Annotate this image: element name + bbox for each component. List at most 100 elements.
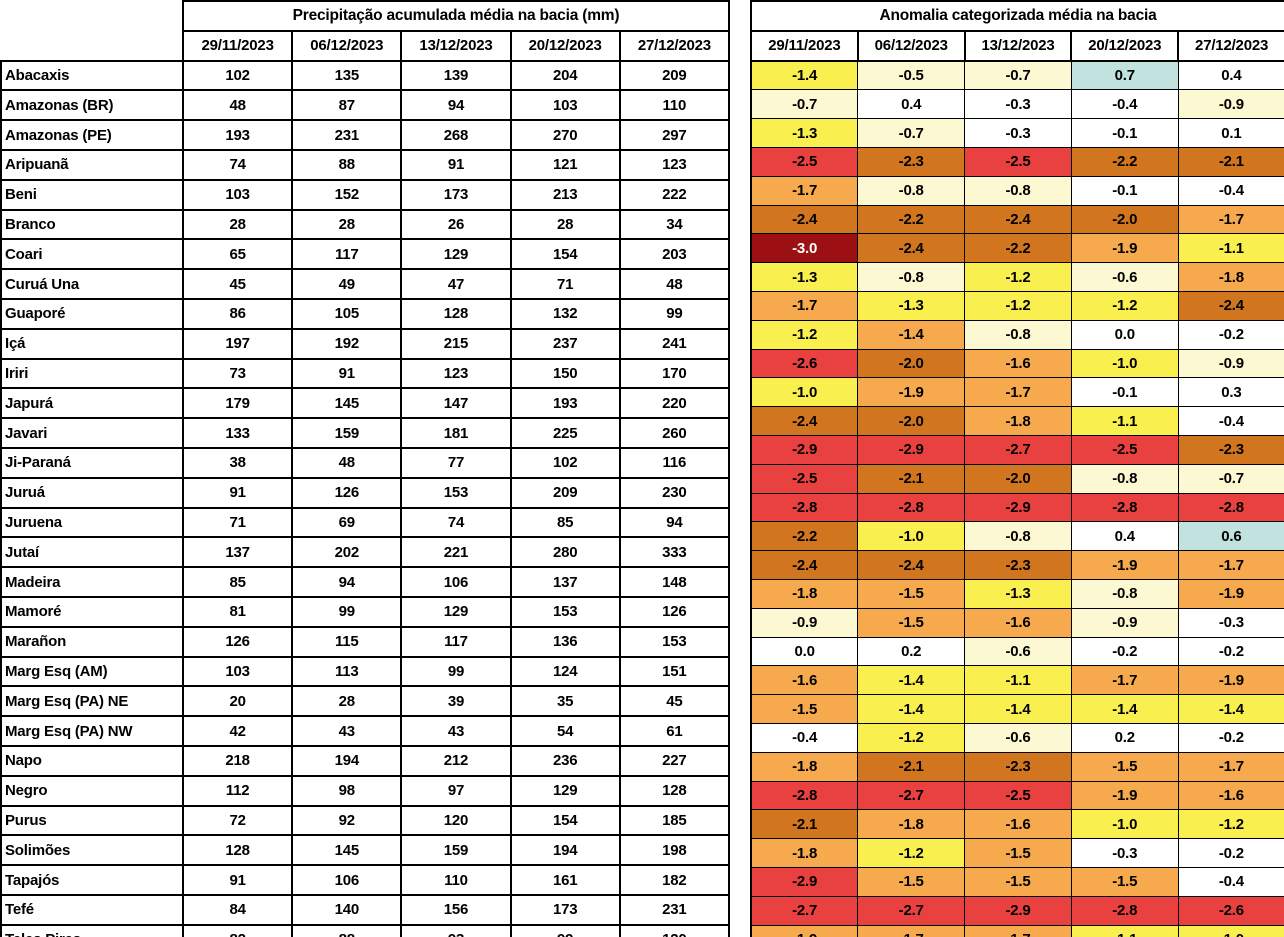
anomaly-value-cell: -1.3 — [857, 290, 966, 321]
precip-value-cell: 132 — [509, 297, 621, 330]
precip-value-cell: 34 — [618, 208, 730, 241]
anomaly-row: -0.9 -1.5 -1.6 -0.9 -0.3 — [750, 607, 1284, 638]
precip-date-header: 29/11/2023 — [181, 29, 294, 62]
basin-label: Javari — [0, 417, 184, 449]
anomaly-value-cell: -2.2 — [857, 204, 966, 235]
anomaly-row: -1.9-1.7-1.7-1.1-1.0 — [750, 924, 1284, 937]
anomaly-value-cell: -2.5 — [1070, 434, 1179, 465]
anomaly-value-cell: -1.6 — [964, 809, 1072, 840]
basin-label: Içá — [0, 327, 184, 360]
precip-value-cell: 39 — [400, 685, 512, 718]
anomaly-value-cell: -2.4 — [750, 204, 859, 235]
precip-table-title: Precipitação acumulada média na bacia (m… — [182, 0, 730, 32]
anomaly-row: -1.6 -1.4 -1.1 -1.7 -1.9 — [750, 665, 1284, 696]
precip-value-cell: 170 — [618, 357, 730, 390]
precip-value-cell: 231 — [291, 119, 403, 151]
basin-label: Marg Esq (PA) NE — [0, 685, 184, 718]
anomaly-row: -2.4 -2.4 -2.3 -1.9 -1.7 — [750, 550, 1284, 580]
anomaly-date-header: 06/12/2023 — [856, 29, 966, 62]
anomaly-value-cell: -2.5 — [964, 146, 1072, 177]
anomaly-row: -2.6 -2.0 -1.6 -1.0 -0.9 — [750, 348, 1284, 379]
anomaly-value-cell: -2.9 — [964, 895, 1072, 926]
precip-value-cell: 105 — [291, 297, 403, 330]
anomaly-row: -1.8 -1.2 -1.5 -0.3 -0.2 — [750, 838, 1284, 868]
basin-label: Purus — [0, 804, 184, 837]
anomaly-value-cell: -0.9 — [1070, 607, 1179, 638]
precip-value-cell: 260 — [618, 417, 730, 449]
precip-row: Ji-Paraná 38 48 77 102 116 — [0, 446, 730, 479]
anomaly-value-cell: -2.4 — [750, 550, 859, 580]
basin-label: Beni — [0, 178, 184, 211]
anomaly-value-cell: -2.8 — [857, 492, 966, 523]
precip-row: Tefé 84 140 156 173 231 — [0, 893, 730, 926]
anomaly-row: -1.0 -1.9 -1.7 -0.1 0.3 — [750, 377, 1284, 408]
anomaly-value-cell: -1.0 — [857, 521, 966, 552]
precip-value-cell: 270 — [509, 119, 621, 151]
precip-value-cell: 102 — [509, 446, 621, 479]
anomaly-value-cell: -2.8 — [750, 780, 859, 811]
anomaly-value-cell: -0.8 — [964, 319, 1072, 350]
basin-label: Mamoré — [0, 595, 184, 628]
anomaly-value-cell: -0.8 — [1070, 578, 1179, 609]
precip-value-cell: 38 — [181, 446, 294, 479]
precip-value-cell: 69 — [291, 506, 403, 539]
precip-value-cell: 48 — [291, 446, 403, 479]
precip-date-header: 20/12/2023 — [509, 29, 621, 62]
basin-label: Amazonas (BR) — [0, 89, 184, 122]
precip-value-cell: 28 — [181, 208, 294, 241]
anomaly-row: -2.7 -2.7 -2.9 -2.8 -2.6 — [750, 895, 1284, 926]
anomaly-value-cell: -0.8 — [857, 175, 966, 206]
precip-value-cell: 91 — [181, 476, 294, 509]
anomaly-value-cell: -1.6 — [964, 348, 1072, 379]
anomaly-value-cell: -1.8 — [750, 838, 859, 868]
anomaly-value-cell: -2.8 — [1070, 895, 1179, 926]
anomaly-value-cell: -1.1 — [1070, 924, 1179, 937]
precip-value-cell: 94 — [400, 89, 512, 122]
anomaly-date-header: 27/12/2023 — [1177, 29, 1284, 62]
precip-value-cell: 193 — [181, 119, 294, 151]
precip-row: Marg Esq (AM) 103 113 99 124 151 — [0, 655, 730, 688]
anomaly-value-cell: 0.4 — [857, 89, 966, 120]
precip-value-cell: 93 — [400, 923, 512, 937]
basin-label: Tapajós — [0, 864, 184, 896]
precip-row: Negro 112 98 97 129 128 — [0, 774, 730, 807]
anomaly-value-cell: -2.0 — [857, 348, 966, 379]
precip-value-cell: 145 — [291, 834, 403, 867]
anomaly-value-cell: -1.9 — [1070, 550, 1179, 580]
precip-value-cell: 45 — [181, 268, 294, 300]
anomaly-value-cell: -0.2 — [1177, 722, 1284, 753]
anomaly-value-cell: -2.6 — [750, 348, 859, 379]
anomaly-value-cell: -2.2 — [1070, 146, 1179, 177]
anomaly-value-cell: -2.8 — [1177, 492, 1284, 523]
precip-row: Içá 197 192 215 237 241 — [0, 327, 730, 360]
anomaly-row: -2.5 -2.1 -2.0 -0.8 -0.7 — [750, 463, 1284, 494]
anomaly-value-cell: -1.1 — [1070, 406, 1179, 436]
anomaly-table-body: Anomalia categorizada média na bacia 29/1… — [750, 0, 1284, 937]
anomaly-value-cell: -1.7 — [964, 377, 1072, 408]
anomaly-value-cell: -1.9 — [1177, 578, 1284, 609]
precip-value-cell: 215 — [400, 327, 512, 360]
anomaly-row: -1.8 -2.1 -2.3 -1.5 -1.7 — [750, 751, 1284, 782]
precip-row: Madeira 85 94 106 137 148 — [0, 566, 730, 598]
anomaly-value-cell: -0.3 — [1177, 607, 1284, 638]
anomaly-value-cell: -1.7 — [1070, 665, 1179, 696]
basin-label: Napo — [0, 744, 184, 777]
precip-value-cell: 333 — [618, 536, 730, 569]
precip-row: Branco 28 28 26 28 34 — [0, 208, 730, 241]
anomaly-value-cell: -1.7 — [1177, 550, 1284, 580]
anomaly-value-cell: 0.4 — [1177, 60, 1284, 91]
precip-row: Juruena 71 69 74 85 94 — [0, 506, 730, 539]
precip-value-cell: 218 — [181, 744, 294, 777]
precip-value-cell: 73 — [181, 357, 294, 390]
precip-value-cell: 106 — [400, 566, 512, 598]
precip-value-cell: 153 — [400, 476, 512, 509]
anomaly-value-cell: -1.5 — [857, 607, 966, 638]
anomaly-value-cell: -0.6 — [964, 722, 1072, 753]
anomaly-value-cell: -2.8 — [1070, 492, 1179, 523]
anomaly-value-cell: -1.9 — [1070, 780, 1179, 811]
anomaly-value-cell: -0.4 — [1177, 866, 1284, 897]
anomaly-value-cell: -0.8 — [964, 521, 1072, 552]
anomaly-value-cell: -2.4 — [750, 406, 859, 436]
precip-value-cell: 126 — [291, 476, 403, 509]
anomaly-value-cell: -2.1 — [1177, 146, 1284, 177]
